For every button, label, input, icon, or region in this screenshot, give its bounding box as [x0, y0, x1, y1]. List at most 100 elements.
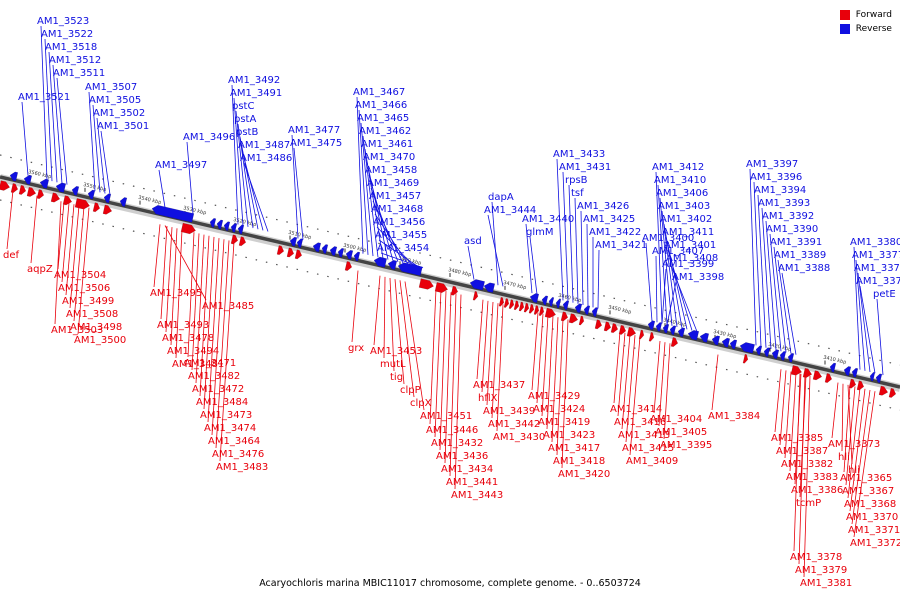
- forward-gene-arrow: [50, 192, 61, 203]
- forward-gene-label: AM1_3378: [790, 552, 842, 563]
- forward-gene-leader: [556, 318, 564, 456]
- reverse-gene-label: AM1_3422: [589, 227, 641, 238]
- forward-gene-leader: [175, 229, 183, 359]
- forward-gene-label: AM1_3370: [846, 512, 898, 523]
- reverse-gene-arrow: [397, 262, 423, 276]
- reverse-gene-leader: [48, 51, 58, 183]
- reverse-gene-leader: [88, 91, 96, 192]
- forward-track-guide: [0, 199, 900, 411]
- forward-gene-leader: [793, 373, 801, 552]
- reverse-gene-label: AM1_3455: [375, 230, 427, 241]
- reverse-gene-arrow: [541, 295, 549, 306]
- forward-gene-arrow: [824, 373, 833, 383]
- reverse-gene-leader: [769, 233, 782, 352]
- forward-gene-label: tcmP: [796, 498, 821, 509]
- forward-gene-arrow: [508, 299, 515, 309]
- reverse-gene-label: AM1_3388: [778, 263, 830, 274]
- legend: Forward Reverse: [839, 8, 892, 36]
- reverse-gene-arrow: [875, 373, 883, 384]
- scale-tick-label: 3430 kbp: [713, 329, 737, 340]
- scale-tick-label: 3410 kbp: [823, 355, 847, 366]
- reverse-gene-arrow: [87, 189, 96, 200]
- forward-gene-label: mutL: [380, 359, 406, 370]
- reverse-gene-leader: [761, 207, 772, 349]
- reverse-gene-arrow: [555, 298, 562, 309]
- reverse-gene-arrow: [353, 251, 361, 262]
- scale-tick-label: 3470 kbp: [503, 280, 527, 291]
- reverse-gene-label: AM1_3440: [522, 214, 574, 225]
- forward-gene-leader: [429, 288, 437, 425]
- forward-gene-arrow: [472, 290, 479, 301]
- reverse-gene-label: AM1_3512: [49, 55, 101, 66]
- forward-gene-label: def: [3, 250, 20, 261]
- reverse-gene-label: AM1_3376: [854, 263, 900, 274]
- reverse-gene-label: AM1_3396: [750, 172, 802, 183]
- legend-forward: Forward: [839, 8, 892, 22]
- forward-gene-label: clpP: [400, 385, 421, 396]
- reverse-gene-leader: [56, 77, 68, 185]
- reverse-gene-leader: [378, 239, 419, 267]
- reverse-gene-label: AM1_3397: [746, 159, 798, 170]
- reverse-gene-label: AM1_3403: [658, 201, 710, 212]
- forward-gene-arrow: [498, 297, 505, 307]
- reverse-gene-label: AM1_3523: [37, 16, 89, 27]
- scale-tick-label: 3420 kbp: [768, 342, 792, 353]
- forward-gene-label: hflX: [478, 393, 498, 404]
- forward-gene-leader: [57, 201, 65, 270]
- forward-gene-leader: [663, 343, 671, 440]
- forward-gene-label: AM1_3478: [162, 333, 214, 344]
- reverse-gene-label: AM1_3511: [53, 68, 105, 79]
- reverse-gene-arrow: [296, 238, 304, 249]
- reverse-gene-arrow: [739, 342, 756, 354]
- reverse-gene-label: tsf: [571, 188, 584, 199]
- forward-gene-leader: [851, 389, 871, 525]
- forward-gene-leader: [61, 203, 70, 283]
- forward-gene-label: AM1_3434: [441, 464, 493, 475]
- reverse-gene-arrow: [669, 325, 677, 336]
- forward-gene-label: AM1_3384: [708, 411, 760, 422]
- forward-gene-arrow: [626, 326, 637, 337]
- forward-gene-leader: [65, 204, 75, 296]
- reverse-gene-leader: [562, 171, 569, 302]
- forward-gene-arrow: [18, 185, 27, 195]
- reverse-gene-arrow: [591, 307, 599, 318]
- forward-gene-label: AM1_3372: [850, 538, 900, 549]
- reverse-gene-arrow: [647, 320, 656, 331]
- forward-gene-label: AM1_3436: [436, 451, 488, 462]
- forward-gene-leader: [486, 302, 494, 406]
- reverse-gene-arrow: [869, 371, 876, 382]
- reverse-gene-leader: [241, 149, 264, 231]
- forward-gene-leader: [551, 317, 559, 443]
- forward-gene-arrow: [538, 306, 545, 316]
- forward-gene-arrow: [648, 332, 655, 342]
- forward-gene-leader: [711, 354, 719, 411]
- reverse-gene-arrow: [289, 236, 298, 247]
- reverse-gene-label: AM1_3505: [89, 95, 141, 106]
- reverse-gene-label: AM1_3487: [238, 140, 290, 151]
- forward-gene-arrow: [513, 300, 520, 311]
- legend-reverse: Reverse: [839, 22, 892, 36]
- reverse-gene-label: rpsB: [565, 175, 588, 186]
- scale-tick-label: 3530 kbp: [183, 205, 207, 216]
- reverse-gene-label: AM1_3392: [762, 211, 814, 222]
- scale-tick-label: 3560 kbp: [28, 169, 52, 180]
- reverse-gene-label: AM1_3470: [363, 152, 415, 163]
- forward-gene-leader: [6, 189, 14, 250]
- reverse-gene-arrow: [574, 303, 583, 314]
- reverse-gene-label: AM1_3521: [18, 92, 70, 103]
- forward-gene-leader: [617, 332, 626, 417]
- forward-gene-label: AM1_3368: [844, 499, 896, 510]
- reverse-gene-leader: [667, 249, 693, 331]
- forward-gene-label: AM1_3379: [795, 565, 847, 576]
- reverse-gene-arrow: [529, 293, 540, 304]
- reverse-gene-leader: [360, 122, 374, 257]
- reverse-gene-label: AM1_3491: [230, 88, 282, 99]
- reverse-gene-label: AM1_3408: [666, 253, 718, 264]
- forward-gene-label: AM1_3499: [62, 296, 114, 307]
- reverse-gene-leader: [525, 223, 533, 294]
- reverse-gene-leader: [243, 162, 269, 232]
- reverse-gene-arrow: [483, 282, 496, 293]
- reverse-gene-leader: [40, 25, 48, 180]
- reverse-gene-leader: [781, 272, 797, 355]
